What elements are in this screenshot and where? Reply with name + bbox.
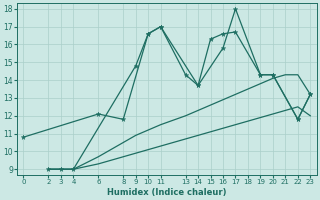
X-axis label: Humidex (Indice chaleur): Humidex (Indice chaleur) (107, 188, 227, 197)
